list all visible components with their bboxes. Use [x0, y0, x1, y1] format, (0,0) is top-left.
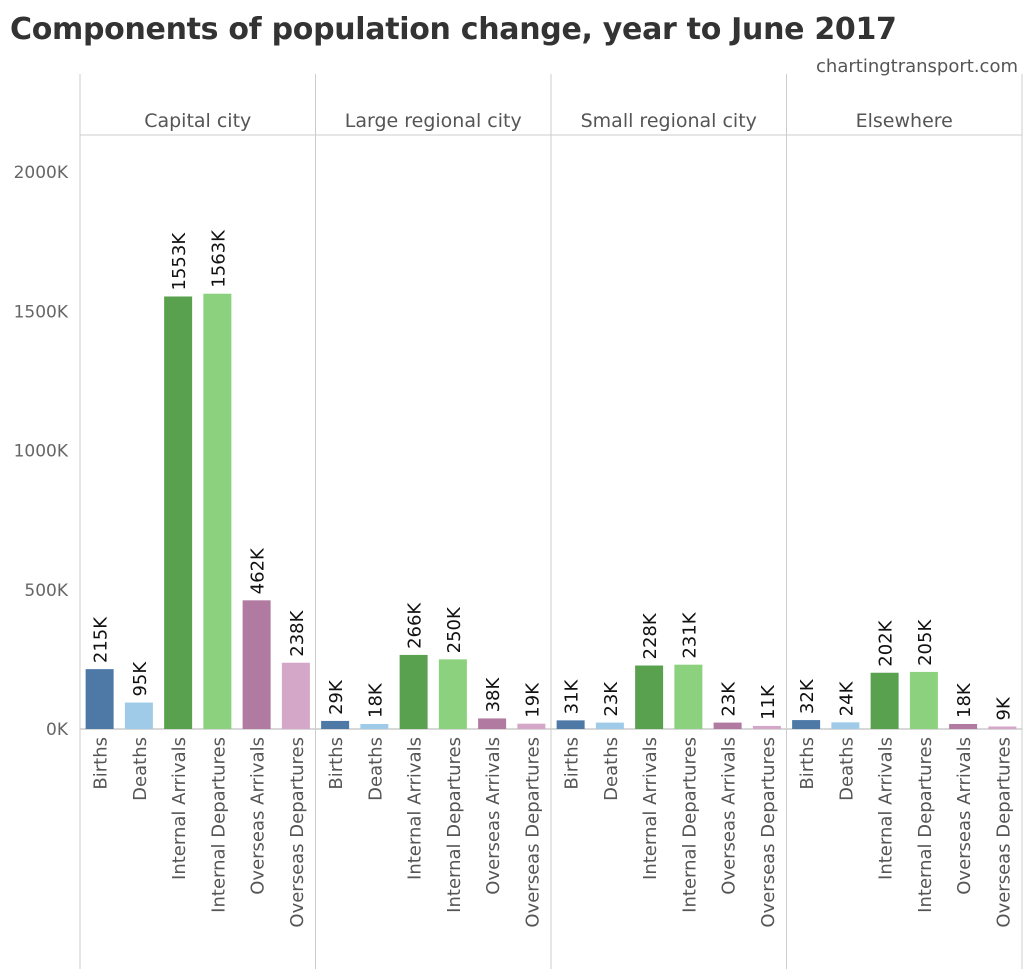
panel-header: Capital city [144, 110, 251, 132]
y-tick-label: 2000K [14, 163, 69, 183]
x-tick-label: Overseas Departures [287, 737, 308, 928]
bar [85, 669, 114, 729]
bar [752, 725, 781, 729]
data-label: 32K [797, 678, 818, 714]
x-tick-label: Overseas Departures [522, 737, 543, 928]
data-label: 205K [915, 619, 936, 666]
bar [360, 723, 389, 729]
bar [870, 672, 899, 729]
x-tick-label: Internal Departures [208, 737, 229, 913]
data-label: 266K [405, 602, 426, 649]
bar [399, 654, 428, 729]
x-tick-label: Births [326, 737, 347, 790]
bar [478, 718, 507, 729]
bar [321, 720, 350, 729]
panel-header: Elsewhere [856, 110, 953, 132]
data-label: 228K [640, 612, 661, 659]
bar [674, 664, 703, 729]
x-tick-label: Deaths [365, 737, 386, 801]
x-tick-label: Overseas Arrivals [719, 737, 740, 895]
bar [831, 722, 860, 729]
data-label: 9K [993, 696, 1014, 720]
x-tick-label: Internal Departures [915, 737, 936, 913]
bar [949, 723, 978, 729]
bar [203, 293, 232, 729]
x-tick-label: Internal Arrivals [876, 737, 897, 880]
chart-title: Components of population change, year to… [10, 12, 897, 47]
data-label: 202K [876, 619, 897, 666]
data-label: 11K [758, 684, 779, 720]
x-tick-label: Births [797, 737, 818, 790]
data-label: 95K [130, 661, 151, 697]
panel-header: Small regional city [581, 110, 757, 132]
x-tick-label: Internal Arrivals [169, 737, 190, 880]
data-label: 24K [836, 680, 857, 716]
y-tick-label: 1000K [14, 442, 69, 462]
bar [164, 296, 193, 729]
data-label: 38K [483, 677, 504, 713]
x-tick-label: Deaths [836, 737, 857, 801]
bar [556, 720, 585, 729]
chart-source: chartingtransport.com [816, 56, 1018, 77]
bar [517, 723, 546, 729]
bar [595, 722, 624, 729]
data-label: 215K [91, 616, 112, 663]
data-label: 31K [562, 678, 583, 714]
x-tick-label: Overseas Departures [758, 737, 779, 928]
data-label: 23K [719, 681, 740, 717]
x-tick-label: Births [91, 737, 112, 790]
bar [124, 702, 153, 729]
y-tick-label: 500K [24, 581, 68, 601]
data-label: 18K [365, 682, 386, 718]
data-label: 238K [287, 609, 308, 656]
bar [988, 726, 1017, 729]
data-label: 18K [954, 682, 975, 718]
bar [713, 722, 742, 729]
data-label: 29K [326, 679, 347, 715]
bar [909, 671, 938, 729]
bar [242, 600, 271, 729]
x-tick-label: Internal Departures [679, 737, 700, 913]
y-tick-label: 0K [46, 720, 69, 740]
x-tick-label: Deaths [130, 737, 151, 801]
x-tick-label: Overseas Departures [993, 737, 1014, 928]
x-tick-label: Internal Arrivals [640, 737, 661, 880]
data-label: 231K [679, 611, 700, 658]
x-tick-label: Deaths [601, 737, 622, 801]
data-label: 1563K [208, 229, 229, 288]
data-label: 462K [248, 547, 269, 594]
x-tick-label: Internal Arrivals [405, 737, 426, 880]
data-label: 23K [601, 681, 622, 717]
data-label: 19K [522, 682, 543, 718]
y-tick-label: 1500K [14, 302, 69, 322]
bar [281, 662, 310, 729]
x-tick-label: Overseas Arrivals [248, 737, 269, 895]
x-tick-label: Overseas Arrivals [483, 737, 504, 895]
data-label: 1553K [169, 232, 190, 291]
panel-header: Large regional city [345, 110, 522, 132]
bar [792, 720, 821, 729]
bar [635, 665, 664, 729]
x-tick-label: Internal Departures [444, 737, 465, 913]
x-tick-label: Overseas Arrivals [954, 737, 975, 895]
data-label: 250K [444, 606, 465, 653]
x-tick-label: Births [562, 737, 583, 790]
bar [438, 659, 467, 729]
